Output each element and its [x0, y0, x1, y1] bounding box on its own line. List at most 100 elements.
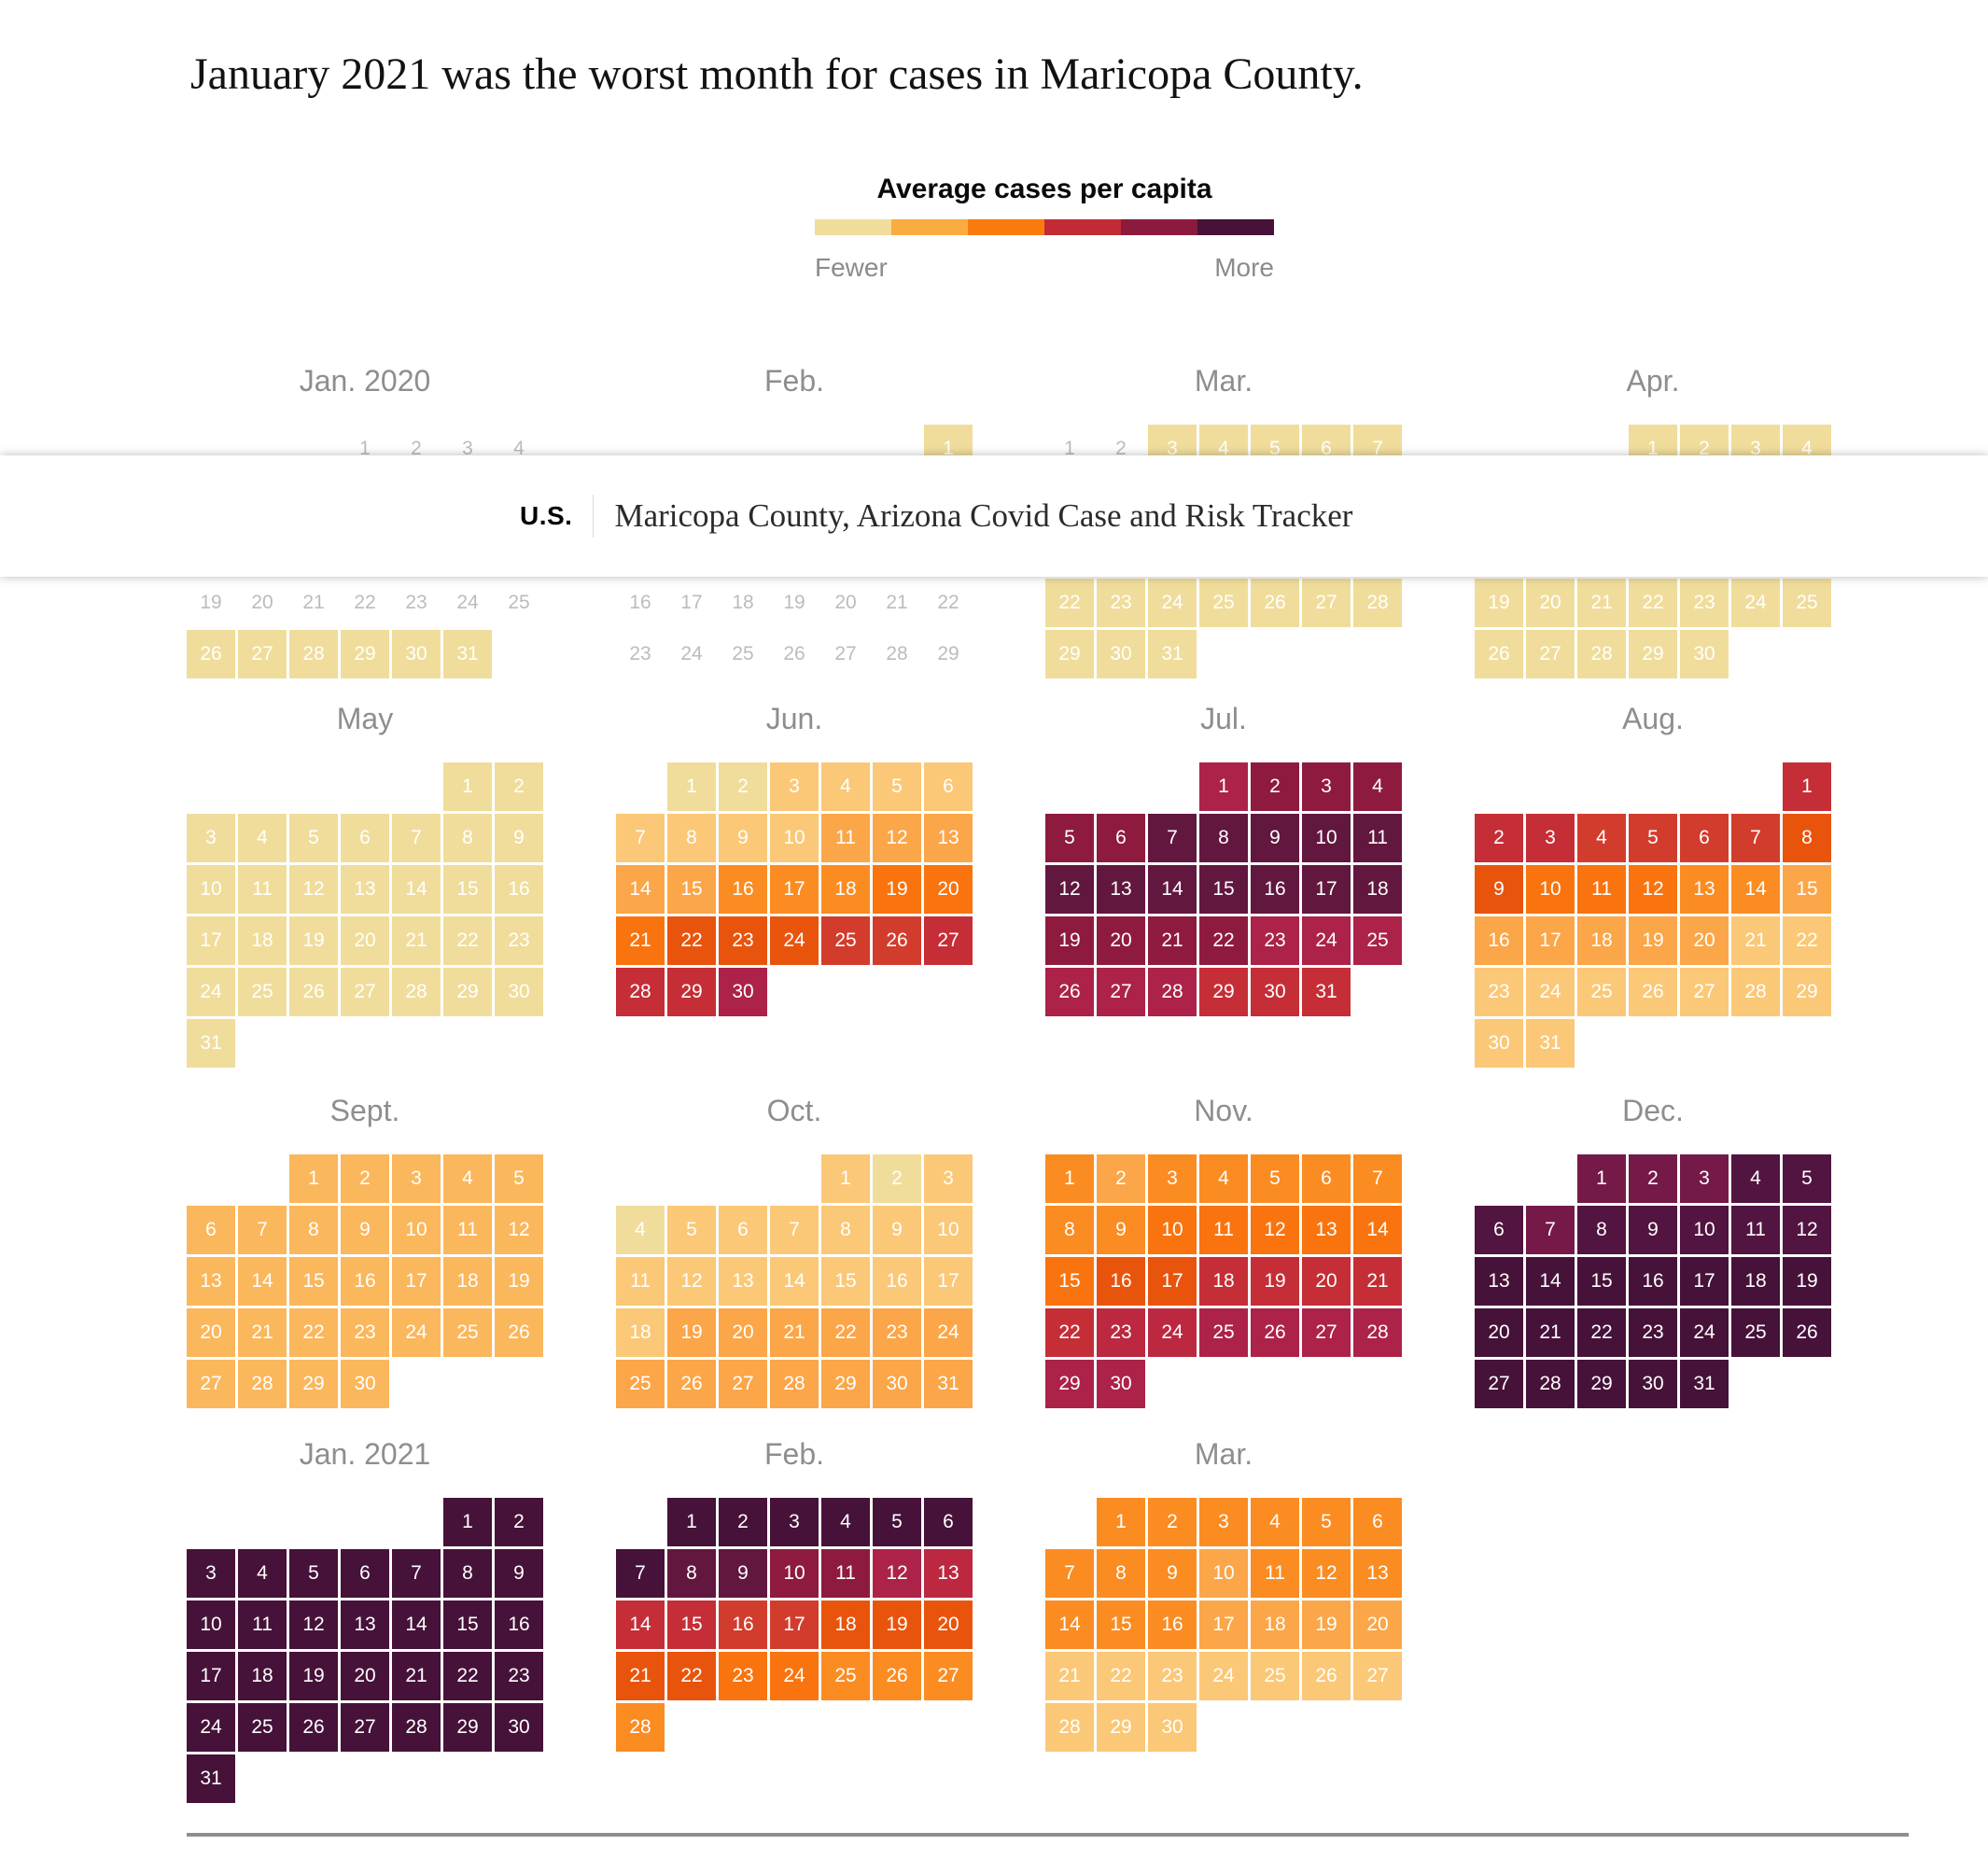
- day-cell[interactable]: 6: [1097, 814, 1145, 862]
- day-cell[interactable]: 2: [719, 1498, 767, 1546]
- day-cell[interactable]: 23: [1251, 916, 1299, 965]
- day-cell[interactable]: 16: [1148, 1600, 1197, 1649]
- day-cell[interactable]: 28: [1045, 1703, 1094, 1752]
- day-cell[interactable]: 30: [873, 1360, 921, 1408]
- day-cell[interactable]: 19: [667, 1308, 716, 1357]
- day-cell[interactable]: 11: [443, 1206, 492, 1254]
- day-cell[interactable]: 4: [443, 1154, 492, 1203]
- day-cell[interactable]: 9: [495, 1549, 543, 1598]
- day-cell[interactable]: 12: [1783, 1206, 1831, 1254]
- day-cell[interactable]: 17: [1526, 916, 1575, 965]
- day-cell[interactable]: 29: [821, 1360, 870, 1408]
- day-cell[interactable]: 15: [1783, 865, 1831, 914]
- day-cell[interactable]: 23: [873, 1308, 921, 1357]
- day-cell[interactable]: 8: [289, 1206, 338, 1254]
- day-cell[interactable]: 4: [1199, 1154, 1248, 1203]
- day-cell[interactable]: 25: [821, 916, 870, 965]
- day-cell[interactable]: 23: [1148, 1652, 1197, 1700]
- day-cell[interactable]: 26: [1251, 1308, 1299, 1357]
- day-cell[interactable]: 27: [1475, 1360, 1523, 1408]
- day-cell[interactable]: 26: [873, 1652, 921, 1700]
- day-cell[interactable]: 11: [1731, 1206, 1780, 1254]
- day-cell[interactable]: 19: [1783, 1257, 1831, 1306]
- day-cell[interactable]: 4: [821, 762, 870, 811]
- day-cell[interactable]: 20: [1097, 916, 1145, 965]
- day-cell[interactable]: 18: [238, 1652, 287, 1700]
- day-cell[interactable]: 28: [1577, 630, 1626, 678]
- day-cell[interactable]: 2: [495, 1498, 543, 1546]
- day-cell[interactable]: 26: [289, 968, 338, 1016]
- day-cell[interactable]: 23: [1475, 968, 1523, 1016]
- day-cell[interactable]: 3: [1302, 762, 1351, 811]
- day-cell[interactable]: 10: [1148, 1206, 1197, 1254]
- day-cell[interactable]: 11: [238, 865, 287, 914]
- day-cell[interactable]: 30: [1475, 1019, 1523, 1068]
- day-cell[interactable]: 12: [1045, 865, 1094, 914]
- day-cell[interactable]: 4: [1577, 814, 1626, 862]
- day-cell[interactable]: 23: [1097, 1308, 1145, 1357]
- day-cell[interactable]: 11: [238, 1600, 287, 1649]
- day-cell[interactable]: 24: [1148, 579, 1197, 627]
- day-cell[interactable]: 31: [443, 630, 492, 678]
- day-cell[interactable]: 16: [1251, 865, 1299, 914]
- day-cell[interactable]: 25: [1783, 579, 1831, 627]
- day-cell[interactable]: 23: [719, 1652, 767, 1700]
- day-cell[interactable]: 9: [1097, 1206, 1145, 1254]
- day-cell[interactable]: 7: [770, 1206, 819, 1254]
- day-cell[interactable]: 17: [1199, 1600, 1248, 1649]
- day-cell[interactable]: 21: [1731, 916, 1780, 965]
- day-cell[interactable]: 19: [289, 916, 338, 965]
- day-cell[interactable]: 15: [1045, 1257, 1094, 1306]
- day-cell[interactable]: 30: [1251, 968, 1299, 1016]
- day-cell[interactable]: 13: [1302, 1206, 1351, 1254]
- day-cell[interactable]: 22: [1097, 1652, 1145, 1700]
- day-cell[interactable]: 1: [1783, 762, 1831, 811]
- day-cell[interactable]: 5: [1251, 1154, 1299, 1203]
- day-cell[interactable]: 7: [1353, 1154, 1402, 1203]
- day-cell[interactable]: 31: [924, 1360, 973, 1408]
- day-cell[interactable]: 5: [495, 1154, 543, 1203]
- day-cell[interactable]: 4: [1731, 1154, 1780, 1203]
- day-cell[interactable]: 4: [821, 1498, 870, 1546]
- day-cell[interactable]: 14: [616, 865, 665, 914]
- day-cell[interactable]: 16: [1629, 1257, 1677, 1306]
- day-cell[interactable]: 15: [1199, 865, 1248, 914]
- day-cell[interactable]: 16: [1097, 1257, 1145, 1306]
- day-cell[interactable]: 12: [495, 1206, 543, 1254]
- day-cell[interactable]: 30: [1629, 1360, 1677, 1408]
- day-cell[interactable]: 21: [1045, 1652, 1094, 1700]
- day-cell[interactable]: 9: [719, 1549, 767, 1598]
- day-cell[interactable]: 3: [187, 1549, 235, 1598]
- day-cell[interactable]: 13: [341, 865, 389, 914]
- day-cell[interactable]: 10: [770, 1549, 819, 1598]
- day-cell[interactable]: 15: [443, 865, 492, 914]
- day-cell[interactable]: 7: [1148, 814, 1197, 862]
- day-cell[interactable]: 4: [238, 1549, 287, 1598]
- day-cell[interactable]: 16: [719, 1600, 767, 1649]
- day-cell[interactable]: 7: [392, 814, 441, 862]
- day-cell[interactable]: 6: [341, 1549, 389, 1598]
- day-cell[interactable]: 28: [1353, 579, 1402, 627]
- day-cell[interactable]: 11: [1199, 1206, 1248, 1254]
- day-cell[interactable]: 18: [821, 1600, 870, 1649]
- day-cell[interactable]: 20: [1353, 1600, 1402, 1649]
- day-cell[interactable]: 20: [1475, 1308, 1523, 1357]
- day-cell[interactable]: 25: [1251, 1652, 1299, 1700]
- day-cell[interactable]: 27: [719, 1360, 767, 1408]
- day-cell[interactable]: 13: [924, 1549, 973, 1598]
- day-cell[interactable]: 31: [187, 1754, 235, 1803]
- day-cell[interactable]: 7: [238, 1206, 287, 1254]
- day-cell[interactable]: 6: [924, 1498, 973, 1546]
- day-cell[interactable]: 17: [187, 916, 235, 965]
- day-cell[interactable]: 1: [821, 1154, 870, 1203]
- day-cell[interactable]: 26: [873, 916, 921, 965]
- day-cell[interactable]: 25: [1353, 916, 1402, 965]
- day-cell[interactable]: 12: [289, 865, 338, 914]
- day-cell[interactable]: 7: [616, 814, 665, 862]
- day-cell[interactable]: 3: [770, 1498, 819, 1546]
- day-cell[interactable]: 14: [1148, 865, 1197, 914]
- day-cell[interactable]: 30: [1097, 630, 1145, 678]
- day-cell[interactable]: 24: [392, 1308, 441, 1357]
- day-cell[interactable]: 28: [392, 968, 441, 1016]
- day-cell[interactable]: 25: [1731, 1308, 1780, 1357]
